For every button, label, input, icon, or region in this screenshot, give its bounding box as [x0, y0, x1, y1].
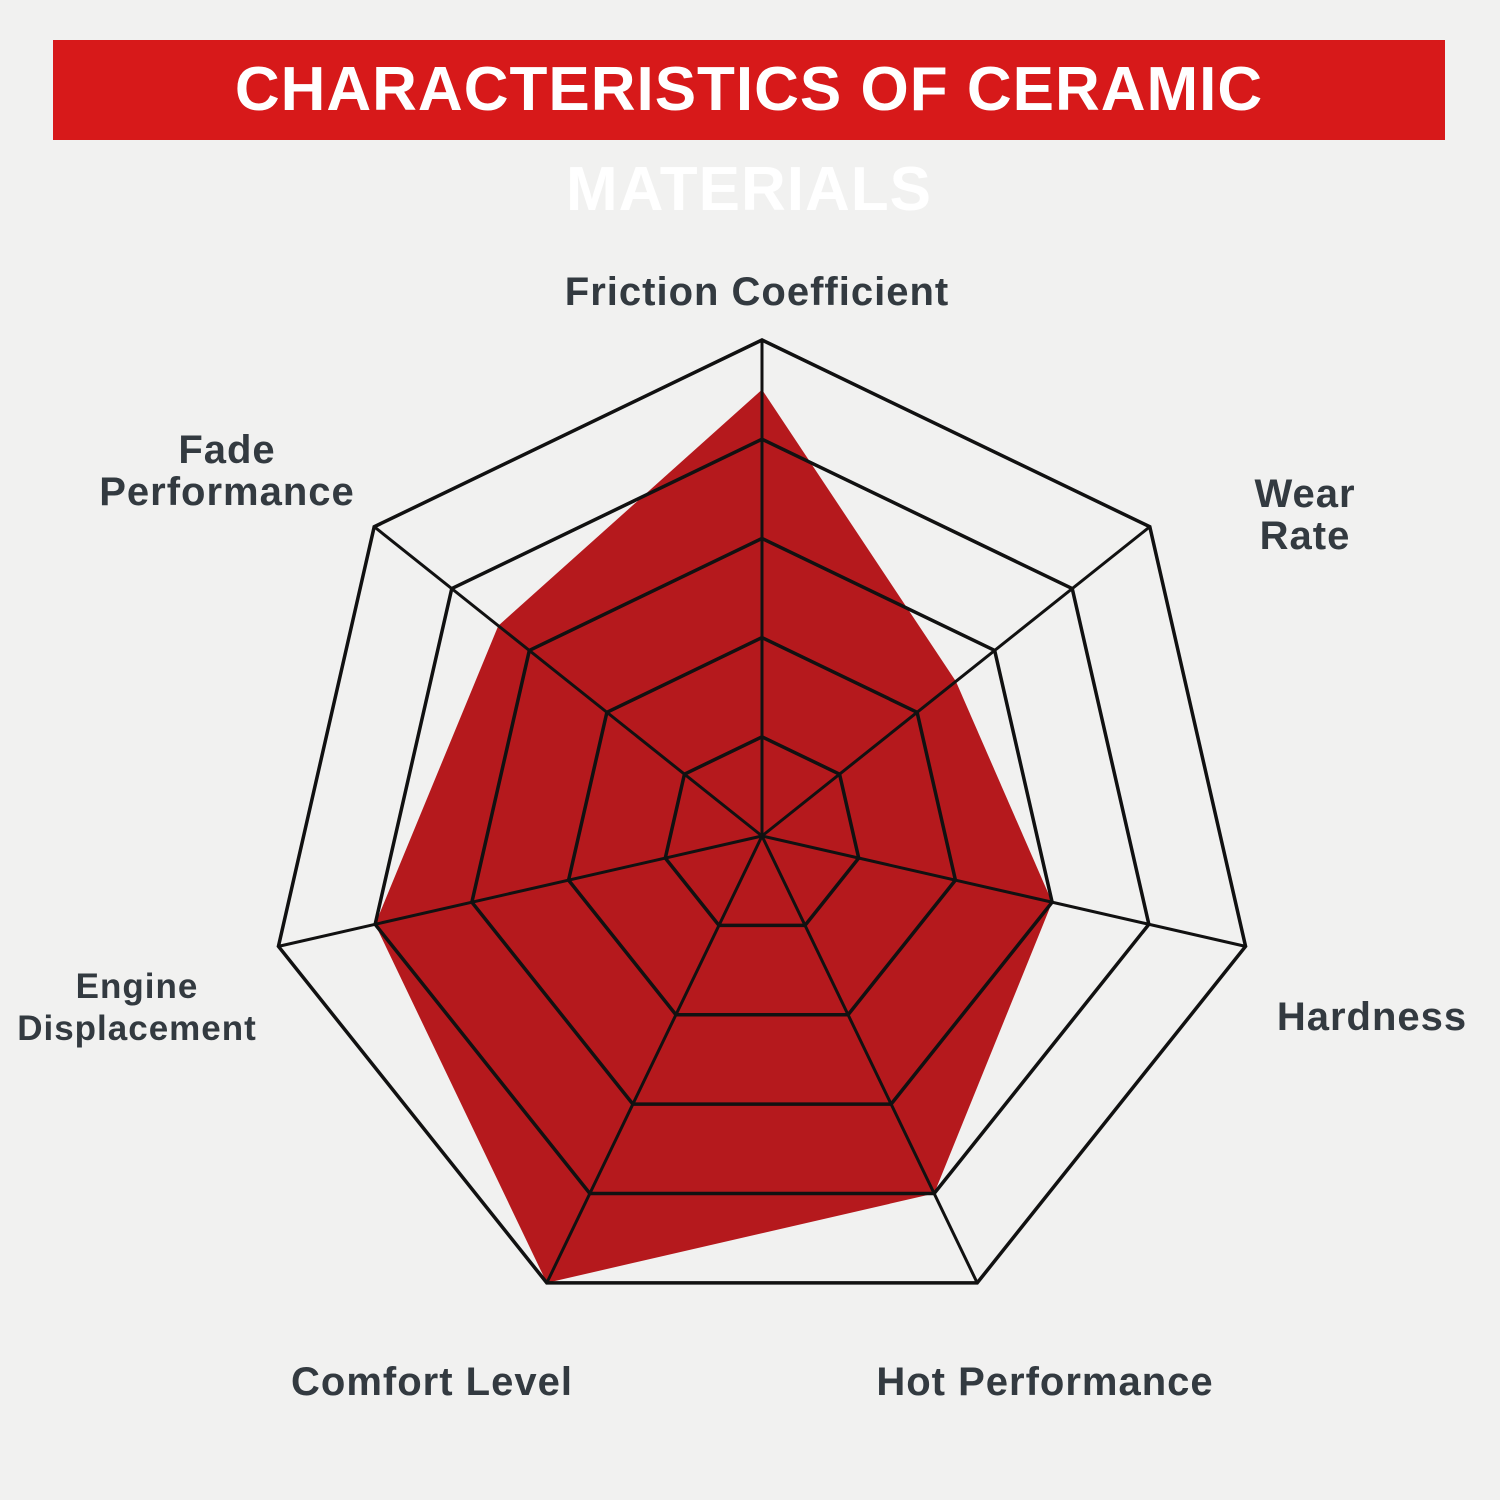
chart-title: CHARACTERISTICS OF CERAMIC MATERIALS	[234, 55, 1264, 224]
axis-label: Fade Performance	[99, 428, 355, 514]
axis-label: Wear Rate	[1254, 472, 1356, 558]
axis-label: Hot Performance	[876, 1360, 1214, 1404]
data-area	[375, 389, 1053, 1283]
axis-label: Engine Displacement	[17, 967, 257, 1048]
axis-spoke	[545, 835, 764, 1284]
grid-ring	[663, 734, 861, 928]
axis-spoke	[278, 834, 763, 948]
grid-ring	[373, 437, 1151, 1196]
axis-label: Comfort Level	[291, 1360, 573, 1404]
grid-ring	[276, 338, 1248, 1285]
axis-spoke	[760, 835, 979, 1284]
axis-spoke	[373, 525, 763, 838]
axis-label: Hardness	[1276, 995, 1468, 1039]
axis-label: Friction Coefficient	[564, 270, 950, 314]
axis-spoke	[761, 525, 1151, 838]
title-bar: CHARACTERISTICS OF CERAMIC MATERIALS	[53, 40, 1445, 224]
grid-ring	[469, 536, 1055, 1106]
grid-ring	[566, 635, 958, 1017]
axis-spoke	[761, 834, 1246, 948]
